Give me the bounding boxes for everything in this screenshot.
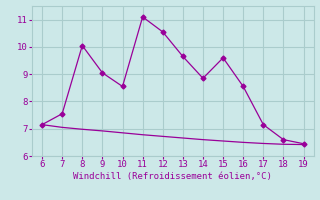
X-axis label: Windchill (Refroidissement éolien,°C): Windchill (Refroidissement éolien,°C) xyxy=(73,172,272,181)
